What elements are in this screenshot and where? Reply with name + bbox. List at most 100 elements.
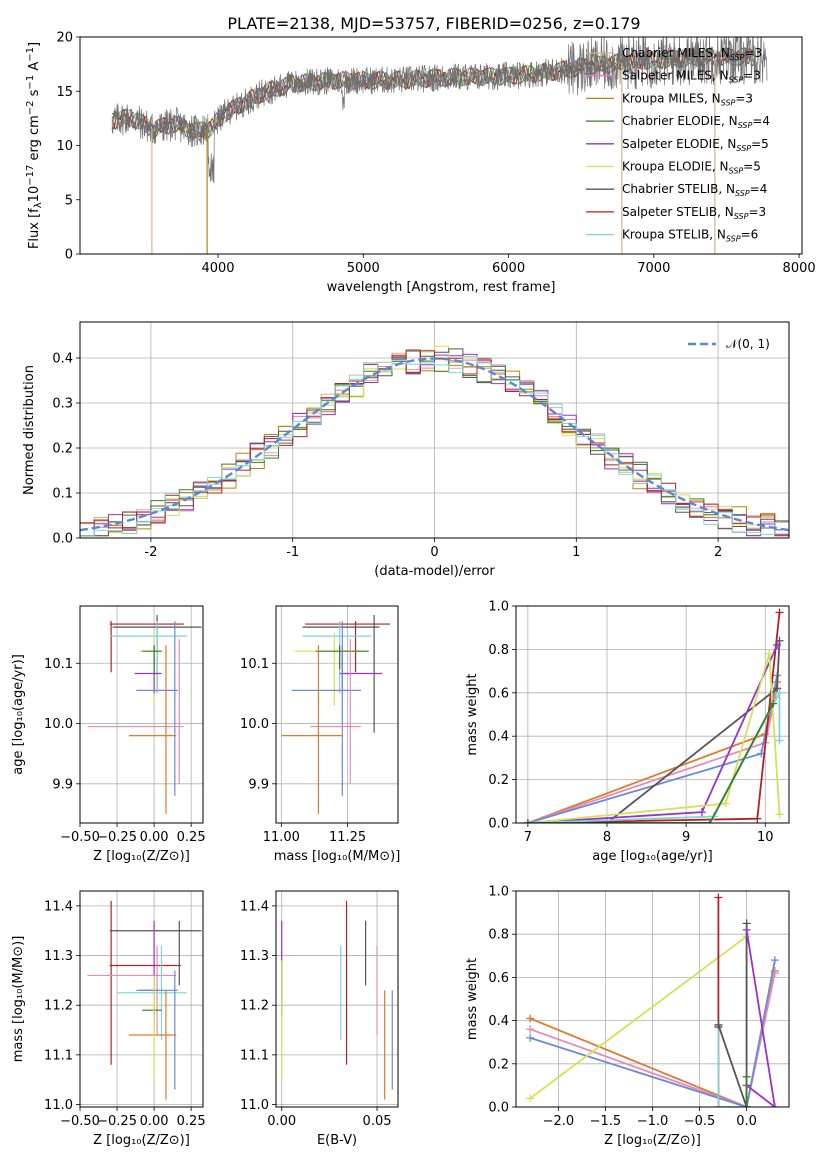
y-axis-label-part: −1 [25,75,36,90]
y-tick-label: 0.4 [52,352,73,367]
weight-line-kroupa_elodie [527,653,781,823]
x-axis-label: mass [log₁₀(M/M⊙)] [274,849,401,864]
weight-line-kroupa_stelib [717,1024,747,1107]
y-axis-label-part: s [27,89,42,100]
legend-label-sub: SSP [721,98,736,107]
x-tick-label: 0.00 [267,1114,296,1129]
weight-line-blue [529,959,776,1107]
residuals-panel: -2 -1 0 1 2 0.0 0.1 0.2 0.3 0.4 (data-model)/error… [22,321,790,579]
observed-spectrum [111,37,768,184]
y-axis-label-part: A [27,62,42,75]
plot-area [281,615,391,814]
y-tick-label: 0 [65,248,73,263]
x-tick-label: 0.05 [363,1114,392,1129]
y-tick-label: 0.0 [488,817,509,832]
weight-marker-kroupa_elodie [765,649,774,658]
y-tick-label: 11.4 [240,899,269,914]
y-tick-label: 9.9 [248,777,269,792]
weight-marker-salpeter_elodie [697,808,706,817]
weight-marker-salpeter_stelib [775,608,784,617]
legend-label-kroupa_elodie: Kroupa ELODIE, NSSP=5 [622,160,761,176]
weight-marker-chabrier_elodie [742,1103,751,1107]
y-tick-label: 0.2 [488,773,509,788]
y-axis-label-part: ] [27,42,42,47]
legend-label-sub: SSP [738,121,753,130]
plot-area [281,900,393,1100]
x-tick-label: 6000 [492,261,525,276]
x-tick-label: 2 [714,545,722,560]
weight-line-kroupa_stelib [527,692,781,823]
plot-area [526,893,779,1107]
y-axis-label: mass weight [465,673,480,755]
y-tick-label: 11.2 [44,999,73,1014]
x-tick-label: 11.00 [263,830,300,845]
weight-marker-chabrier_elodie [705,819,714,823]
y-tick-label: 0.0 [488,1101,509,1116]
plot-area [523,608,784,823]
x-tick-label: 5000 [347,261,380,276]
legend-label-text: Salpeter MILES, N [622,69,729,83]
y-tick-label: 0.2 [488,1057,509,1072]
x-tick-label: −0.50 [60,830,100,845]
x-axis-label: age [log₁₀(age/yr)] [592,849,713,864]
x-tick-label: −1.0 [637,1114,669,1129]
legend-label-sub: SSP [735,189,750,198]
legend-label-sub: SSP [729,76,744,85]
legend-label-suffix: =3 [743,69,761,83]
legend-label-chabrier_elodie: Chabrier ELODIE, NSSP=4 [622,114,770,130]
x-tick-label: −1.5 [590,1114,622,1129]
weight-vs-age-panel: 7 8 9 10 0.0 0.2 0.4 0.6 0.8 1.0 age [log₁₀(age/yr… [465,600,790,864]
legend-label-text: Kroupa STELIB, N [622,228,726,242]
y-tick-label: 10.1 [240,657,269,672]
y-tick-label: 10.0 [44,717,73,732]
y-tick-label: 5 [65,193,73,208]
y-tick-label: 10.0 [240,717,269,732]
x-tick-label: -1 [286,545,299,560]
weight-marker-chabrier_stelib [773,684,782,693]
figure-title: PLATE=2138, MJD=53757, FIBERID=0256, z=0… [227,14,640,33]
x-tick-label: −2.0 [543,1114,575,1129]
weight-marker-kroupa_elodie [526,1094,535,1103]
age-vs-metallicity-panel: −0.50−0.25 0.00 0.25 9.9 10.0 10.1 Z [log₁₀(Z/… [11,605,206,864]
weight-marker-kroupa_elodie [721,799,730,808]
weight-marker-salpeter_stelib [753,814,762,823]
y-axis-label-part: −1 [25,47,36,62]
weight-marker-chabrier_stelib [775,636,784,645]
weight-marker-kroupa_stelib [714,1103,723,1107]
weight-line-pink [529,972,776,1107]
legend-label-salpeter_stelib: Salpeter STELIB, NSSP=3 [622,205,766,221]
legend-label-text: Kroupa ELODIE, N [622,160,729,174]
plot-area [87,615,202,814]
x-tick-label: 0.00 [140,830,169,845]
y-axis-label-part: −2 [25,100,36,115]
legend-label-sub: SSP [726,235,741,244]
weight-marker-kroupa_stelib [775,736,784,745]
legend-label-suffix: =3 [735,91,753,105]
y-tick-label: 0.2 [52,442,73,457]
y-tick-label: 11.3 [240,949,269,964]
y-axis-label: Normed distribution [22,365,37,495]
weight-line-chabrier_stelib [527,640,781,823]
age-vs-mass-panel: 11.00 11.25 9.9 10.0 10.1 mass [log₁₀(M/M⊙)] [240,605,401,864]
y-axis-label: mass weight [465,958,480,1040]
y-tick-label: 0.6 [488,686,509,701]
y-tick-label: 11.4 [44,899,73,914]
weight-line-chabrier_elodie [527,703,774,823]
legend-label-sub: SSP [734,212,749,221]
x-tick-label: 4000 [201,261,234,276]
x-tick-label: 0.25 [177,1114,206,1129]
plot-frame [515,605,790,824]
plot-frame [275,890,399,1108]
x-tick-label: 11.25 [329,830,366,845]
legend-label-kroupa_miles: Kroupa MILES, NSSP=3 [622,91,753,107]
x-tick-label: 1 [572,545,580,560]
x-tick-label: 7000 [637,261,670,276]
y-tick-label: 1.0 [488,600,509,615]
weight-line-chabrier_stelib [717,923,748,1107]
histogram-salpeter_stelib [80,350,789,537]
legend-label-text: Salpeter ELODIE, N [622,137,736,151]
y-tick-label: 1.0 [488,885,509,900]
x-tick-label: −0.25 [97,830,137,845]
legend-label-text: Salpeter STELIB, N [622,205,734,219]
